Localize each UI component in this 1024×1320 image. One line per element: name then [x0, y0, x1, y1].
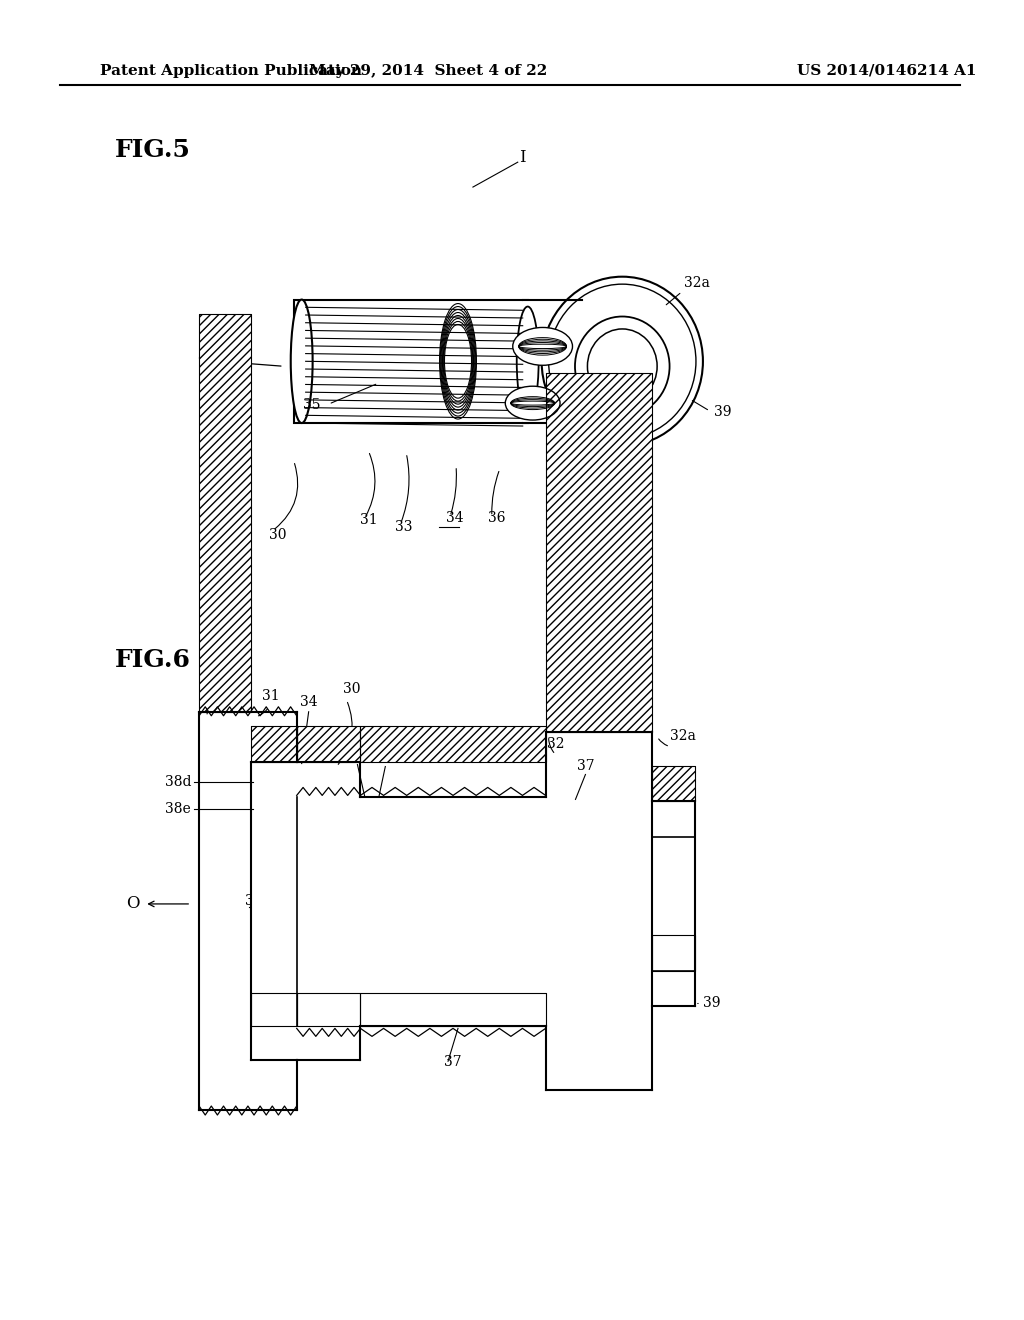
Bar [297, 726, 360, 762]
Bar [652, 935, 695, 970]
Text: 32a: 32a [684, 276, 710, 289]
Bar [251, 993, 297, 1027]
Text: 31: 31 [360, 512, 378, 527]
Bar [297, 797, 546, 1027]
Bar [360, 993, 546, 1027]
Text: May 29, 2014  Sheet 4 of 22: May 29, 2014 Sheet 4 of 22 [309, 63, 547, 78]
Bar [297, 993, 360, 1027]
Bar [522, 300, 588, 422]
Text: O: O [198, 351, 211, 368]
Text: 37: 37 [519, 397, 537, 411]
Text: 30: 30 [343, 682, 360, 696]
Text: 33: 33 [395, 520, 413, 533]
Text: 32: 32 [546, 511, 563, 524]
Ellipse shape [549, 284, 696, 438]
Text: 30: 30 [269, 528, 287, 541]
Bar [652, 935, 695, 970]
Text: 39: 39 [714, 405, 731, 418]
Text: 33: 33 [203, 678, 220, 693]
Text: 38d: 38d [165, 775, 191, 789]
Bar [652, 766, 695, 801]
Text: US 2014/0146214 A1: US 2014/0146214 A1 [797, 63, 976, 78]
Text: 35: 35 [340, 751, 357, 764]
Text: Patent Application Publication: Patent Application Publication [99, 63, 361, 78]
Text: 36: 36 [487, 511, 506, 524]
Text: FIG.5: FIG.5 [115, 139, 190, 162]
Ellipse shape [513, 327, 572, 366]
Bar [297, 726, 360, 762]
Bar [251, 797, 297, 1027]
Bar [251, 726, 297, 762]
Ellipse shape [505, 387, 560, 420]
Text: 38: 38 [618, 370, 636, 383]
Text: 34: 34 [300, 694, 317, 709]
Bar [251, 726, 297, 762]
Text: I: I [519, 149, 526, 166]
Bar [652, 837, 695, 970]
Bar [652, 766, 695, 801]
Text: I: I [623, 507, 629, 524]
Ellipse shape [439, 304, 476, 418]
Text: 35: 35 [303, 399, 321, 412]
Ellipse shape [542, 277, 702, 446]
Bar [294, 300, 527, 422]
Text: 37: 37 [577, 759, 594, 772]
Ellipse shape [291, 300, 312, 422]
Ellipse shape [575, 317, 670, 416]
Text: 38: 38 [427, 861, 444, 874]
Bar [546, 374, 652, 731]
Bar [360, 993, 546, 1027]
Bar [297, 726, 360, 762]
Text: 32a: 32a [670, 729, 696, 743]
Text: 38e: 38e [166, 803, 191, 816]
Text: 34: 34 [446, 511, 464, 524]
Text: O: O [126, 895, 139, 912]
Bar [199, 314, 251, 711]
Bar [652, 935, 695, 970]
Bar [360, 726, 546, 762]
Bar [297, 993, 360, 1027]
Text: 36: 36 [377, 751, 394, 764]
Text: FIG.6: FIG.6 [115, 648, 190, 672]
Bar [652, 766, 695, 801]
Bar [297, 993, 360, 1027]
Text: 32: 32 [547, 737, 564, 751]
Bar [251, 993, 297, 1027]
Text: 39: 39 [702, 997, 721, 1011]
Ellipse shape [517, 306, 539, 416]
Text: 31: 31 [262, 689, 280, 702]
Bar [360, 726, 546, 762]
Text: 38c: 38c [660, 896, 686, 911]
Bar [360, 726, 546, 762]
Bar [251, 993, 297, 1027]
Text: 37: 37 [444, 1055, 462, 1069]
Ellipse shape [588, 329, 657, 404]
Bar [199, 314, 251, 711]
Text: 38a: 38a [245, 894, 270, 908]
Bar [199, 314, 251, 711]
Bar [546, 374, 652, 731]
Text: 37: 37 [539, 341, 556, 354]
Bar [360, 993, 546, 1027]
Bar [251, 726, 297, 762]
Text: 38b: 38b [423, 909, 450, 924]
Bar [546, 374, 652, 731]
